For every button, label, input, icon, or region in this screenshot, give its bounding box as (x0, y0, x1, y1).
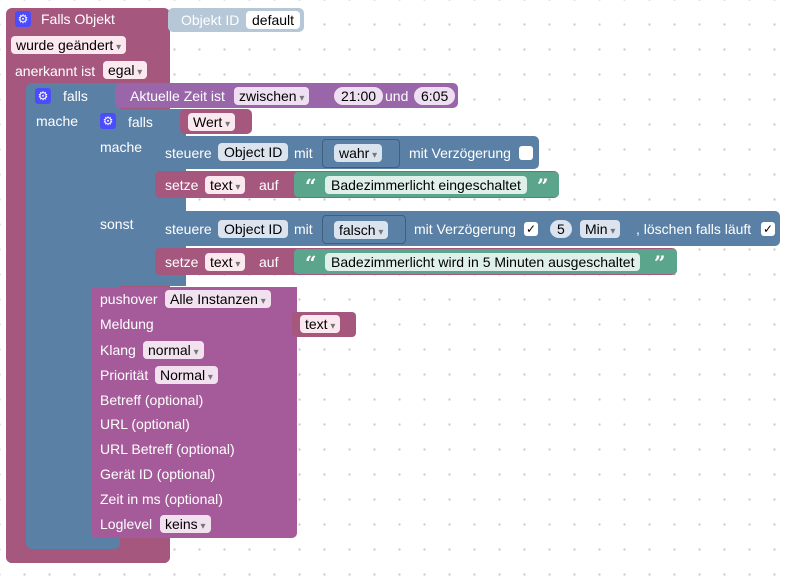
time-und-label: und (385, 88, 409, 104)
objekt-id-label: Objekt ID (181, 12, 240, 28)
if-time-falls: falls (63, 88, 88, 104)
gear-icon[interactable]: ⚙ (15, 11, 31, 27)
control1-object-id[interactable]: Object ID (218, 143, 289, 161)
control2-steuere: steuere (165, 221, 212, 237)
if-time-mache: mache (36, 113, 79, 129)
objekt-id-value[interactable]: default (246, 11, 301, 29)
klang-dropdown[interactable]: normal (143, 341, 204, 359)
set2-var-dropdown[interactable]: text (205, 253, 246, 271)
control1-value-dropdown[interactable]: wahr (334, 144, 383, 162)
quote-open-icon: “ (305, 251, 317, 275)
pushover-zeit: Zeit in ms (optional) (100, 491, 223, 507)
control2-clear-checkbox[interactable]: ✓ (761, 222, 775, 236)
if-value-falls: falls (128, 114, 153, 130)
time-condition-dropdown[interactable]: zwischen (234, 87, 310, 105)
pushover-loglevel: Loglevel (100, 516, 153, 532)
set1-setze: setze (165, 177, 199, 193)
set1-auf: auf (259, 177, 279, 193)
quote-close-icon: ” (537, 174, 549, 198)
time-condition-label: Aktuelle Zeit ist (130, 88, 225, 104)
control1-steuere: steuere (165, 145, 212, 161)
pushover-instance-dropdown[interactable]: Alle Instanzen (165, 290, 271, 308)
changed-dropdown[interactable]: wurde geändert (11, 36, 127, 54)
time-to-input[interactable]: 6:05 (414, 87, 456, 105)
pushover-title: pushover (100, 291, 158, 307)
control1-delay-checkbox[interactable] (519, 146, 533, 160)
quote-close-icon: ” (654, 251, 666, 275)
control2-value-dropdown[interactable]: falsch (334, 221, 389, 239)
set1-var-dropdown[interactable]: text (205, 176, 246, 194)
time-from-input[interactable]: 21:00 (334, 87, 384, 105)
pushover-betreff: Betreff (optional) (100, 392, 204, 408)
control1-mit: mit (294, 145, 313, 161)
quote-open-icon: “ (305, 174, 317, 198)
wert-dropdown[interactable]: Wert (188, 113, 236, 131)
gear-icon[interactable]: ⚙ (100, 113, 116, 129)
pushover-url-betreff: URL Betreff (optional) (100, 441, 235, 457)
ack-label: anerkannt ist (15, 63, 96, 79)
text2-input[interactable]: Badezimmerlicht wird in 5 Minuten ausges… (325, 253, 641, 271)
control2-unit-dropdown[interactable]: Min (580, 220, 621, 238)
control2-object-id[interactable]: Object ID (218, 220, 289, 238)
set2-setze: setze (165, 254, 199, 270)
pushover-prioritaet: Priorität (100, 367, 149, 383)
set2-auf: auf (259, 254, 279, 270)
meldung-var-dropdown[interactable]: text (300, 315, 341, 333)
control1-delay-label: mit Verzögerung (409, 145, 511, 161)
pushover-klang: Klang (100, 342, 136, 358)
trigger-block-bottom (6, 551, 170, 563)
trigger-title: Falls Objekt (41, 11, 115, 27)
if-value-mache: mache (100, 139, 143, 155)
pushover-url: URL (optional) (100, 416, 190, 432)
loglevel-dropdown[interactable]: keins (160, 515, 211, 533)
pushover-geraet: Gerät ID (optional) (100, 466, 216, 482)
control2-clear-label: , löschen falls läuft (636, 221, 752, 237)
control2-mit: mit (294, 221, 313, 237)
control2-delay-value[interactable]: 5 (550, 220, 572, 238)
control2-delay-label: mit Verzögerung (414, 221, 516, 237)
prioritaet-dropdown[interactable]: Normal (155, 366, 218, 384)
gear-icon[interactable]: ⚙ (35, 88, 51, 104)
text1-input[interactable]: Badezimmerlicht eingeschaltet (325, 176, 527, 194)
if-value-sonst: sonst (100, 216, 134, 232)
pushover-block[interactable] (91, 287, 297, 538)
pushover-meldung: Meldung (100, 316, 154, 332)
control2-delay-checkbox[interactable]: ✓ (524, 222, 538, 236)
ack-dropdown[interactable]: egal (103, 61, 148, 79)
